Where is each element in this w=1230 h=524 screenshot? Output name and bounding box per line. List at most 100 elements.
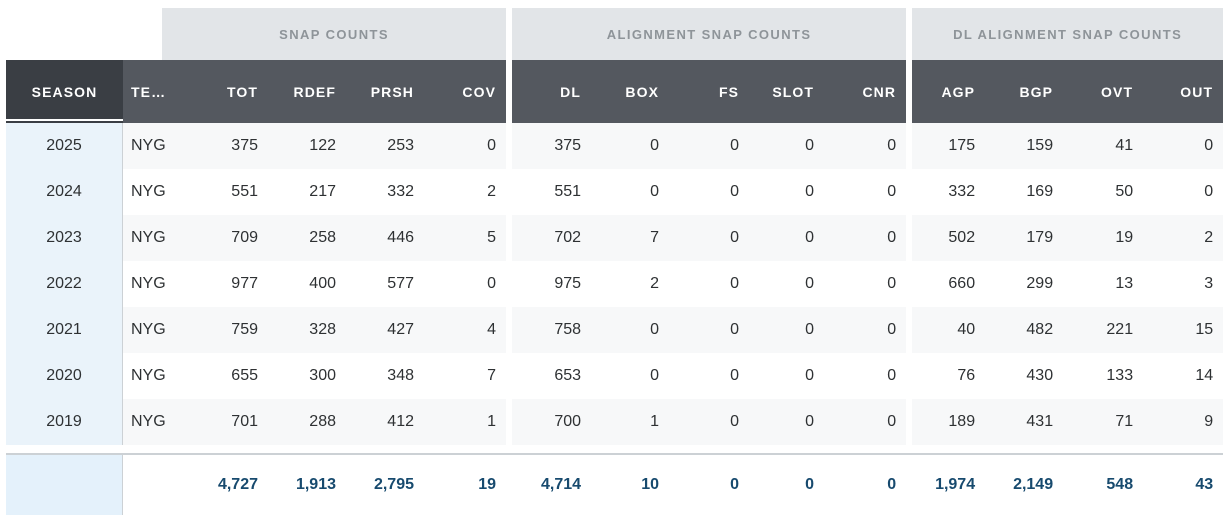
section-gap <box>906 123 913 169</box>
cell-box: 10 <box>591 453 670 515</box>
section-gap <box>506 307 513 353</box>
col-header-box[interactable]: BOX <box>591 60 670 123</box>
col-header-team[interactable]: TE… <box>123 60 165 123</box>
section-gap <box>906 261 913 307</box>
spacer-row <box>6 445 1224 453</box>
table-row: 2019 NYG 701 288 412 1 700 1 0 0 0 189 431 71 9 <box>6 399 1224 445</box>
cell-agp: 40 <box>912 307 986 353</box>
cell-team: NYG <box>123 353 166 399</box>
cell-tot: 551 <box>162 169 268 215</box>
cell-fs: 0 <box>669 399 750 445</box>
cell-bgp: 2,149 <box>985 453 1064 515</box>
cell-fs: 0 <box>669 307 750 353</box>
cell-ovt: 133 <box>1063 353 1144 399</box>
cell-fs: 0 <box>669 261 750 307</box>
cell-agp: 175 <box>912 123 986 169</box>
cell-bgp: 299 <box>985 261 1064 307</box>
cell-out: 14 <box>1143 353 1224 399</box>
cell-box: 0 <box>591 169 670 215</box>
col-header-fs[interactable]: FS <box>669 60 750 123</box>
cell-team: NYG <box>123 123 166 169</box>
cell-bgp: 430 <box>985 353 1064 399</box>
cell-prsh: 332 <box>346 169 424 215</box>
col-header-slot[interactable]: SLOT <box>749 60 825 123</box>
cell-cnr: 0 <box>824 261 907 307</box>
cell-slot: 0 <box>749 399 825 445</box>
section-gap <box>906 215 913 261</box>
cell-cnr: 0 <box>824 215 907 261</box>
cell-tot: 977 <box>162 261 268 307</box>
cell-box: 0 <box>591 123 670 169</box>
cell-dl: 375 <box>512 123 592 169</box>
section-gap <box>906 453 913 515</box>
cell-team: NYG <box>123 215 166 261</box>
cell-cov: 5 <box>424 215 507 261</box>
section-gap <box>506 123 513 169</box>
cell-prsh: 348 <box>346 353 424 399</box>
section-gap <box>906 399 913 445</box>
cell-season: 2020 <box>6 353 123 399</box>
col-header-agp[interactable]: AGP <box>912 60 986 123</box>
col-header-out[interactable]: OUT <box>1143 60 1224 123</box>
cell-season: 2024 <box>6 169 123 215</box>
col-header-dl[interactable]: DL <box>512 60 592 123</box>
cell-slot: 0 <box>749 353 825 399</box>
cell-cnr: 0 <box>824 399 907 445</box>
col-header-bgp[interactable]: BGP <box>985 60 1064 123</box>
cell-out: 0 <box>1143 169 1224 215</box>
cell-ovt: 548 <box>1063 453 1144 515</box>
cell-rdef: 300 <box>268 353 346 399</box>
cell-rdef: 122 <box>268 123 346 169</box>
cell-agp: 660 <box>912 261 986 307</box>
cell-dl: 758 <box>512 307 592 353</box>
col-header-ovt[interactable]: OVT <box>1063 60 1144 123</box>
col-header-tot[interactable]: TOT <box>162 60 268 123</box>
col-header-cov[interactable]: COV <box>424 60 507 123</box>
cell-rdef: 258 <box>268 215 346 261</box>
cell-out: 0 <box>1143 123 1224 169</box>
table-body: 2025 NYG 375 122 253 0 375 0 0 0 0 175 159 41 0 2024 NYG… <box>6 123 1224 515</box>
cell-cnr: 0 <box>824 123 907 169</box>
cell-cov: 7 <box>424 353 507 399</box>
cell-box: 0 <box>591 353 670 399</box>
cell-agp: 332 <box>912 169 986 215</box>
cell-out: 15 <box>1143 307 1224 353</box>
col-header-cnr[interactable]: CNR <box>824 60 907 123</box>
section-gap <box>506 453 513 515</box>
cell-cov: 19 <box>424 453 507 515</box>
col-header-rdef[interactable]: RDEF <box>268 60 346 123</box>
cell-ovt: 221 <box>1063 307 1144 353</box>
cell-team: NYG <box>123 307 166 353</box>
col-header-season[interactable]: SEASON <box>6 60 123 123</box>
cell-cov: 1 <box>424 399 507 445</box>
cell-dl: 653 <box>512 353 592 399</box>
cell-prsh: 446 <box>346 215 424 261</box>
table-row: 2023 NYG 709 258 446 5 702 7 0 0 0 502 179 19 2 <box>6 215 1224 261</box>
cell-team: NYG <box>123 169 166 215</box>
cell-cov: 4 <box>424 307 507 353</box>
col-header-prsh[interactable]: PRSH <box>346 60 424 123</box>
cell-cnr: 0 <box>824 169 907 215</box>
cell-tot: 4,727 <box>162 453 268 515</box>
cell-box: 0 <box>591 307 670 353</box>
cell-ovt: 50 <box>1063 169 1144 215</box>
cell-dl: 702 <box>512 215 592 261</box>
cell-season: 2019 <box>6 399 123 445</box>
section-gap <box>906 353 913 399</box>
cell-fs: 0 <box>669 453 750 515</box>
cell-team: NYG <box>123 261 166 307</box>
cell-prsh: 253 <box>346 123 424 169</box>
cell-bgp: 169 <box>985 169 1064 215</box>
cell-tot: 655 <box>162 353 268 399</box>
cell-dl: 700 <box>512 399 592 445</box>
section-gap <box>506 399 513 445</box>
group-header-alignment-snap-counts: ALIGNMENT SNAP COUNTS <box>512 8 907 60</box>
section-gap <box>506 353 513 399</box>
cell-team: NYG <box>123 399 166 445</box>
table-row: 2021 NYG 759 328 427 4 758 0 0 0 0 40 482 221 15 <box>6 307 1224 353</box>
cell-rdef: 400 <box>268 261 346 307</box>
cell-dl: 975 <box>512 261 592 307</box>
cell-dl: 4,714 <box>512 453 592 515</box>
cell-cov: 0 <box>424 123 507 169</box>
cell-cov: 2 <box>424 169 507 215</box>
